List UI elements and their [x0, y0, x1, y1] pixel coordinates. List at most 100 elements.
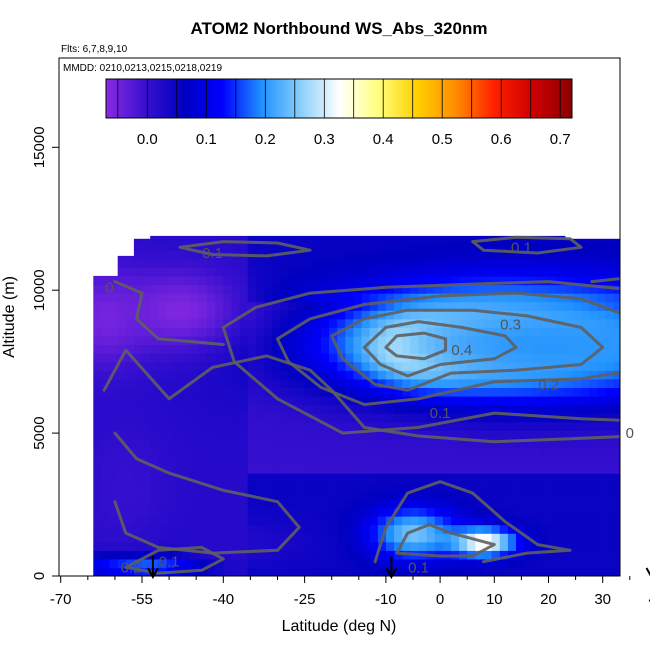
heatmap-cell	[540, 516, 550, 526]
heatmap-cell	[418, 498, 428, 508]
heatmap-cell	[548, 378, 558, 388]
heatmap-cell	[581, 456, 590, 466]
heatmap-cell	[597, 378, 606, 388]
heatmap-cell	[524, 318, 533, 328]
heatmap-cell	[142, 293, 151, 303]
heatmap-cell	[516, 533, 525, 543]
heatmap-cell	[353, 250, 363, 260]
heatmap-cell	[125, 456, 135, 466]
heatmap-cell	[394, 481, 403, 491]
heatmap-cell	[377, 267, 387, 277]
heatmap-cell	[556, 533, 566, 543]
heatmap-cell	[166, 267, 176, 277]
heatmap-cell	[174, 413, 184, 423]
heatmap-cell	[304, 421, 314, 431]
heatmap-cell	[467, 438, 476, 448]
heatmap-cell	[255, 275, 265, 286]
heatmap-cell	[125, 438, 135, 448]
heatmap-cell	[442, 507, 452, 517]
heatmap-cell	[459, 258, 468, 268]
heatmap-cell	[646, 267, 650, 276]
heatmap-cell	[475, 258, 485, 268]
heatmap-cell	[101, 447, 111, 457]
heatmap-cell	[442, 241, 452, 251]
heatmap-cell	[207, 353, 216, 363]
heatmap-cell	[556, 541, 566, 551]
heatmap-cell	[288, 421, 298, 431]
heatmap-cell	[304, 344, 314, 354]
heatmap-cell	[540, 533, 550, 543]
heatmap-cell	[377, 275, 387, 286]
heatmap-cell	[548, 550, 558, 560]
heatmap-cell	[174, 490, 184, 500]
heatmap-cell	[451, 361, 460, 371]
heatmap-cell	[166, 241, 176, 251]
heatmap-cell	[475, 490, 485, 500]
heatmap-cell	[540, 378, 550, 388]
heatmap-cell	[434, 235, 444, 243]
heatmap-cell	[572, 490, 582, 500]
heatmap-cell	[231, 447, 241, 457]
heatmap-cell	[638, 379, 647, 388]
heatmap-cell	[630, 567, 639, 576]
heatmap-cell	[467, 464, 476, 474]
heatmap-cell	[296, 395, 306, 406]
heatmap-cell	[166, 533, 176, 543]
heatmap-cell	[353, 464, 363, 474]
heatmap-cell	[556, 490, 566, 500]
heatmap-cell	[239, 516, 249, 526]
heatmap-cell	[613, 258, 620, 268]
heatmap-cell	[329, 378, 338, 388]
heatmap-cell	[499, 387, 509, 397]
heatmap-cell	[467, 318, 476, 328]
heatmap-cell	[394, 438, 403, 448]
heatmap-cell	[451, 310, 460, 320]
heatmap-cell	[622, 362, 631, 371]
heatmap-cell	[418, 310, 428, 320]
heatmap-cell	[589, 344, 598, 354]
heatmap-cell	[434, 498, 444, 508]
heatmap-cell	[564, 301, 574, 311]
heatmap-cell	[337, 241, 346, 251]
heatmap-cell	[564, 370, 574, 380]
heatmap-cell	[312, 464, 322, 474]
heatmap-cell	[345, 301, 354, 311]
heatmap-cell	[385, 507, 395, 517]
heatmap-cell	[638, 559, 647, 568]
heatmap-cell	[223, 550, 232, 560]
heatmap-cell	[109, 481, 119, 491]
heatmap-cell	[207, 447, 216, 457]
heatmap-cell	[426, 541, 436, 551]
heatmap-cell	[272, 507, 281, 517]
heatmap-cell	[434, 456, 444, 466]
heatmap-cell	[320, 558, 330, 569]
heatmap-cell	[467, 267, 476, 277]
heatmap-cell	[158, 327, 167, 337]
heatmap-cell	[516, 318, 525, 328]
heatmap-cell	[467, 387, 476, 397]
heatmap-cell	[451, 235, 460, 243]
heatmap-cell	[231, 370, 241, 380]
heatmap-cell	[646, 525, 650, 534]
heatmap-cell	[239, 235, 249, 243]
heatmap-cell	[255, 318, 265, 328]
heatmap-cell	[239, 327, 249, 337]
heatmap-cell	[394, 378, 403, 388]
heatmap-cell	[142, 456, 151, 466]
heatmap-cell	[198, 550, 208, 560]
heatmap-cell	[434, 327, 444, 337]
heatmap-cell	[264, 404, 273, 414]
heatmap-cell	[442, 275, 452, 286]
heatmap-cell	[385, 558, 395, 569]
heatmap-cell	[540, 395, 550, 406]
heatmap-cell	[548, 473, 558, 483]
heatmap-cell	[369, 310, 379, 320]
heatmap-cell	[613, 524, 620, 534]
heatmap-cell	[451, 241, 460, 251]
heatmap-cell	[589, 327, 598, 337]
heatmap-cell	[581, 404, 590, 414]
heatmap-cell	[630, 499, 639, 508]
heatmap-cell	[402, 327, 411, 337]
dates-note: MMDD: 0210,0213,0215,0218,0219	[63, 63, 222, 74]
heatmap-cell	[426, 533, 436, 543]
